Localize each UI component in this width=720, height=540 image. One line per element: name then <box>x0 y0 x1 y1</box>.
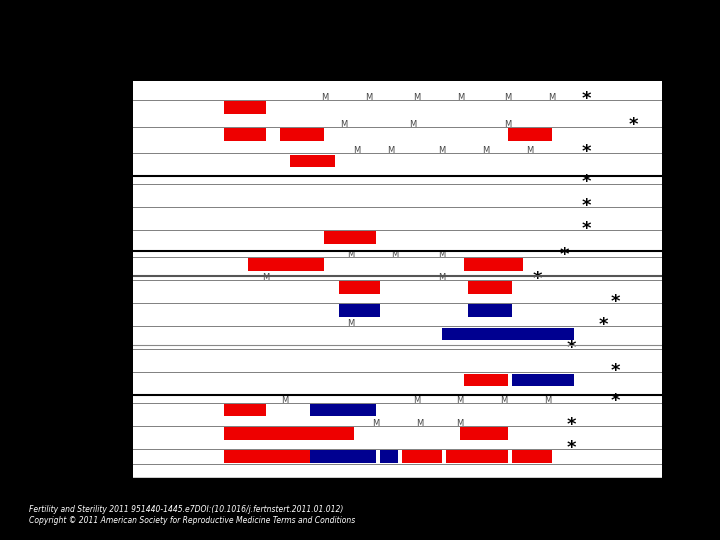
Bar <box>290 155 335 167</box>
Text: *: * <box>567 438 576 457</box>
Bar <box>225 128 266 140</box>
Text: M: M <box>409 120 416 129</box>
Text: *: * <box>581 197 590 214</box>
Text: S1P+OXI: S1P+OXI <box>66 304 122 317</box>
Text: M: M <box>387 146 394 156</box>
Text: *: * <box>581 220 590 238</box>
Text: FTY+OXI: FTY+OXI <box>67 427 122 440</box>
Text: M: M <box>456 396 463 404</box>
Bar <box>464 374 508 386</box>
Text: M: M <box>456 418 463 428</box>
Text: M: M <box>505 120 512 129</box>
Text: M: M <box>413 93 420 102</box>
Text: *: * <box>533 269 542 288</box>
Bar <box>459 427 508 440</box>
Text: M: M <box>372 418 379 428</box>
Text: M: M <box>391 249 398 259</box>
Text: M: M <box>549 93 556 102</box>
Text: M: M <box>457 93 464 102</box>
X-axis label: Days post-sham or post-OXI: Days post-sham or post-OXI <box>295 507 500 522</box>
Bar <box>339 305 380 317</box>
Text: M: M <box>281 396 288 404</box>
Text: *: * <box>581 173 590 192</box>
Text: M: M <box>347 249 354 259</box>
Bar <box>266 450 310 463</box>
Text: *: * <box>567 339 576 357</box>
Text: Veh+Sham: Veh+Sham <box>52 128 122 141</box>
Text: Veh+OXI: Veh+OXI <box>66 208 122 221</box>
Bar <box>513 450 552 463</box>
Bar <box>469 305 513 317</box>
Text: M: M <box>544 396 552 404</box>
Text: *: * <box>599 316 608 334</box>
Text: *: * <box>559 246 569 265</box>
Text: M: M <box>482 146 490 156</box>
Text: *: * <box>611 362 620 380</box>
Text: M: M <box>438 146 446 156</box>
Bar <box>324 232 376 244</box>
Bar <box>225 102 266 114</box>
Bar <box>310 404 376 416</box>
Text: M: M <box>500 396 508 404</box>
Bar <box>469 281 513 294</box>
Text: M: M <box>340 120 347 129</box>
Text: *: * <box>567 415 576 434</box>
Text: *: * <box>611 393 620 410</box>
Text: M: M <box>416 418 423 428</box>
Text: M: M <box>438 273 446 282</box>
Text: *: * <box>629 117 638 134</box>
Text: Copyright © 2011 American Society for Reproductive Medicine Terms and Conditions: Copyright © 2011 American Society for Re… <box>29 516 355 525</box>
Text: M: M <box>505 93 512 102</box>
Text: *: * <box>611 293 620 310</box>
Text: M: M <box>526 146 534 156</box>
Bar <box>464 258 523 271</box>
Text: M: M <box>347 319 354 328</box>
Text: M: M <box>438 249 446 259</box>
Text: *: * <box>581 143 590 161</box>
Bar <box>225 450 266 463</box>
Bar <box>280 128 324 140</box>
Bar <box>513 374 575 386</box>
Text: M: M <box>262 273 269 282</box>
Bar <box>380 450 397 463</box>
Bar <box>339 281 380 294</box>
Text: M: M <box>320 93 328 102</box>
Text: Fertility and Sterility 2011 951440-1445.e7DOI:(10.1016/j.fertnstert.2011.01.012: Fertility and Sterility 2011 951440-1445… <box>29 505 343 514</box>
Text: *: * <box>581 90 590 108</box>
Text: M: M <box>413 396 420 404</box>
Bar <box>442 327 575 340</box>
Text: M: M <box>365 93 372 102</box>
Bar <box>225 427 354 440</box>
Bar <box>310 450 376 463</box>
Text: Figure 1: Figure 1 <box>329 42 391 57</box>
Bar <box>508 128 552 140</box>
Bar <box>446 450 508 463</box>
Bar <box>402 450 442 463</box>
Bar <box>225 404 266 416</box>
Text: M: M <box>353 146 360 156</box>
Bar <box>248 258 324 271</box>
